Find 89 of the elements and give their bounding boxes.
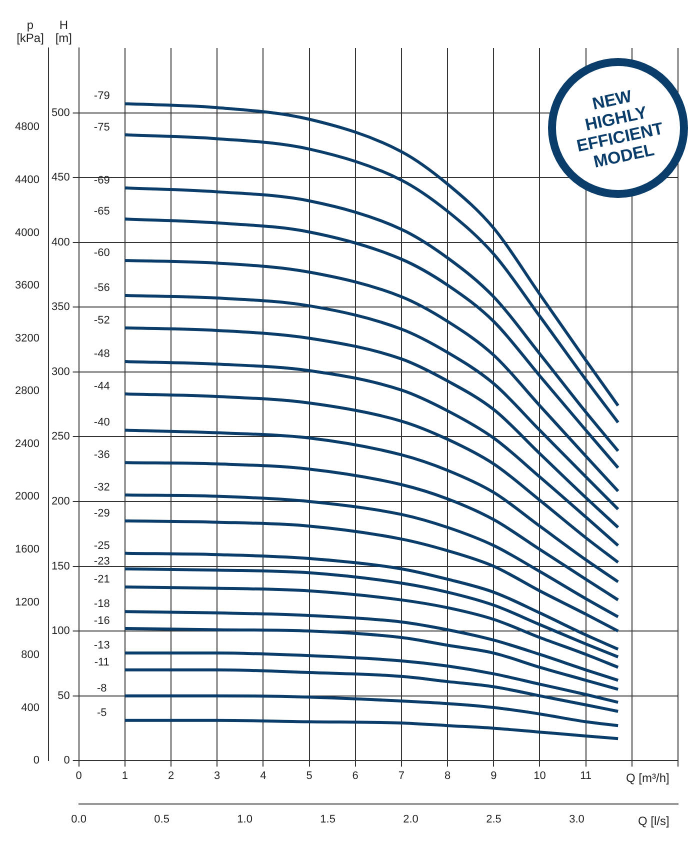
y2-axis-title: p [kPa]: [16, 18, 44, 45]
line-series: [123, 718, 620, 740]
series-label: -44: [94, 380, 110, 392]
line-series: [123, 519, 620, 633]
x-tick-label: 0: [76, 770, 82, 782]
line-series: [123, 668, 620, 713]
x-tick-label: 3: [214, 770, 220, 782]
line-series: [123, 694, 620, 728]
series-label: -11: [94, 656, 110, 668]
line-series: [123, 258, 620, 493]
y-tick-label: 350: [51, 301, 70, 314]
y2-tick-label: 400: [21, 702, 40, 714]
series-label: -40: [94, 416, 110, 429]
y2-tick-label: 800: [21, 649, 40, 662]
x-tick-label: 5: [306, 770, 312, 782]
y2-tick-label: 1600: [14, 543, 40, 556]
x-tick-label: 6: [352, 770, 358, 782]
line-series: [123, 360, 620, 548]
line-series: [123, 652, 620, 704]
y2-tick-label: 2000: [14, 490, 40, 503]
x2-tick-label: 0.5: [154, 813, 170, 826]
line-series: [123, 626, 620, 691]
series-label: -8: [96, 682, 107, 694]
series-label: -13: [94, 640, 110, 652]
x-axis-title: Q [m³/h]: [626, 770, 670, 785]
line-series: [123, 186, 620, 452]
y-tick-label: 0: [64, 754, 70, 767]
series-label: -69: [94, 174, 110, 186]
series-label: -48: [94, 348, 110, 360]
y2-tick-label: 3200: [14, 332, 40, 344]
x2-axis-title: Q [l/s]: [638, 814, 670, 828]
line-series: [123, 585, 620, 669]
y-tick-label: 250: [51, 430, 70, 443]
series-label: -52: [94, 314, 110, 326]
series-label: -79: [94, 90, 110, 102]
x2-tick-label: 2.0: [403, 813, 418, 826]
line-series: [123, 552, 620, 651]
x2-tick-label: 1.5: [320, 813, 336, 826]
y2-tick-label: 4400: [14, 174, 40, 186]
line-series: [123, 567, 620, 658]
line-series: [123, 428, 620, 584]
y-tick-label: 200: [51, 496, 70, 508]
line-series: [123, 326, 620, 529]
x-tick-label: 8: [444, 770, 451, 782]
y-tick-label: 400: [51, 236, 70, 248]
series-label: -32: [94, 482, 110, 494]
line-series: [123, 610, 620, 682]
x2-tick-label: 3.0: [569, 813, 584, 826]
series-label: -56: [94, 282, 110, 294]
y-tick-label: 50: [58, 690, 70, 702]
series-label: -23: [94, 555, 110, 568]
line-series: [123, 218, 620, 470]
x-tick-label: 4: [260, 770, 266, 782]
y2-tick-label: 0: [33, 754, 40, 767]
series-label: -29: [94, 507, 110, 520]
series-label: -21: [94, 574, 110, 586]
x2-tick-label: 0.0: [71, 813, 86, 826]
y2-tick-label: 4000: [14, 226, 40, 239]
series-label: -65: [94, 206, 110, 218]
y2-tick-label: 1200: [14, 596, 40, 608]
series-label: -16: [94, 614, 110, 627]
y-axis-title: H [m]: [55, 18, 72, 45]
y2-tick-label: 4800: [14, 121, 40, 134]
x-tick-label: 9: [490, 770, 497, 782]
line-series: [123, 294, 620, 511]
y-tick-label: 100: [51, 625, 70, 638]
y2-tick-label: 2800: [14, 385, 40, 398]
x-tick-label: 2: [168, 770, 174, 782]
y-tick-label: 500: [51, 106, 70, 119]
x2-tick-label: 1.0: [237, 813, 252, 826]
series-label: -36: [94, 449, 110, 462]
x-tick-label: 11: [580, 770, 592, 782]
y2-tick-label: 2400: [14, 438, 40, 450]
line-series: [123, 493, 620, 618]
y-tick-label: 150: [51, 560, 70, 572]
x2-tick-label: 2.5: [486, 813, 502, 826]
y-tick-label: 300: [51, 366, 70, 378]
series-label: -60: [94, 247, 110, 260]
y-tick-label: 450: [51, 172, 70, 184]
x-tick-label: 1: [122, 770, 128, 782]
line-series: [123, 392, 620, 564]
series-label: -75: [94, 121, 110, 134]
x-tick-label: 7: [398, 770, 405, 782]
series-label: -18: [94, 598, 110, 610]
series-label: -25: [94, 540, 110, 552]
series-label: -5: [96, 706, 107, 719]
line-series: [123, 461, 620, 602]
x-tick-label: 10: [534, 770, 546, 782]
y2-tick-label: 3600: [14, 280, 40, 292]
